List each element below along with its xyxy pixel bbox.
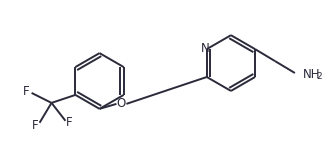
Text: NH: NH [303,67,320,80]
Text: F: F [23,85,30,98]
Text: O: O [117,97,126,110]
Text: N: N [201,42,209,55]
Text: F: F [32,119,39,132]
Text: F: F [66,116,73,129]
Text: 2: 2 [317,73,322,82]
